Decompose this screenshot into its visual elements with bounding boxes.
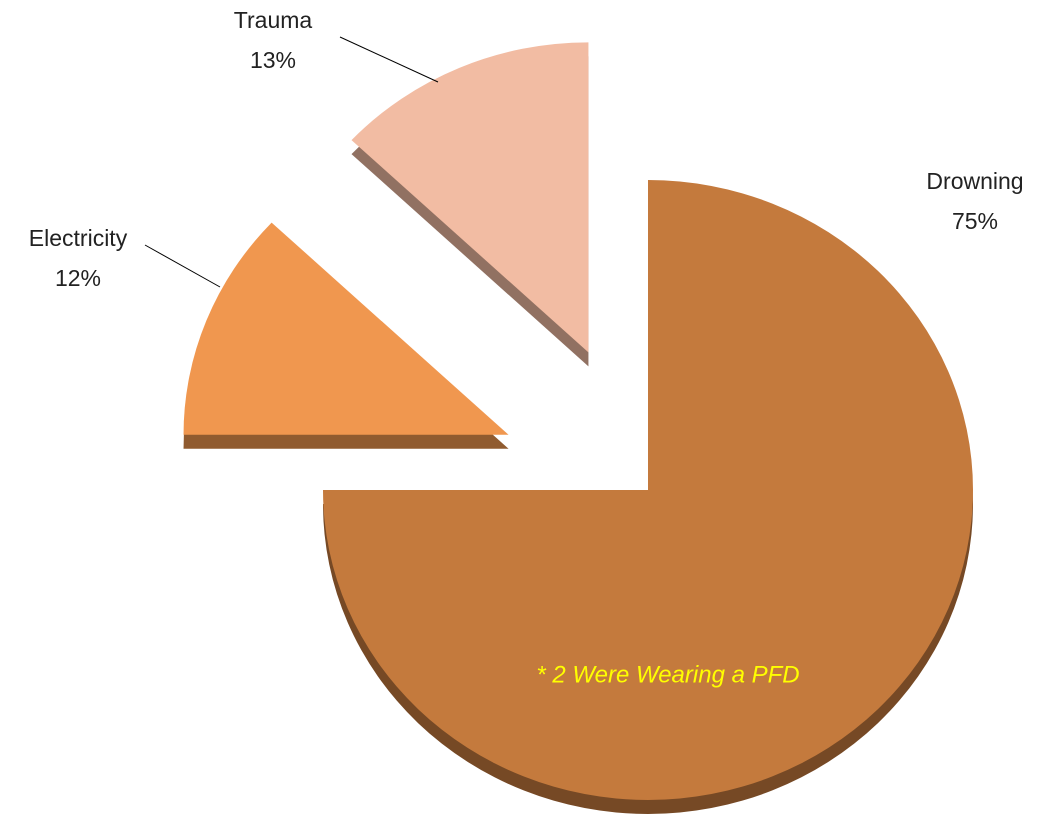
leader-line <box>339 36 439 83</box>
slice <box>183 222 509 435</box>
slice-value-label: 75% <box>952 208 998 234</box>
annotation: * 2 Were Wearing a PFD <box>536 661 799 688</box>
slice <box>323 180 973 800</box>
slices <box>183 42 973 814</box>
slice <box>351 42 589 353</box>
slice-category-label: Electricity <box>29 225 128 251</box>
leader-line <box>144 244 221 288</box>
slice-category-label: Trauma <box>234 7 313 33</box>
slice-value-label: 12% <box>55 265 101 291</box>
slice-value-label: 13% <box>250 47 296 73</box>
slice-category-label: Drowning <box>926 168 1023 194</box>
